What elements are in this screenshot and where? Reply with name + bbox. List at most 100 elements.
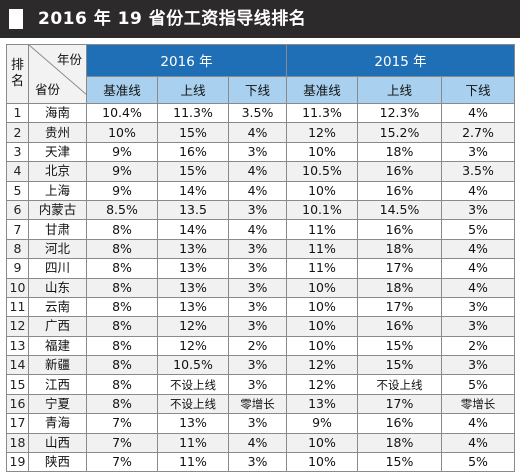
table-row: 9 四川 8% 13% 3% 11% 17% 4% [6, 258, 515, 279]
rank-cell: 10 [6, 277, 29, 298]
base-2016-cell: 8% [86, 355, 158, 376]
rank-cell: 17 [6, 413, 29, 434]
lower-2015-cell: 2% [441, 335, 515, 357]
base-2015-cell: 13% [286, 393, 358, 415]
rank-cell: 13 [6, 335, 29, 357]
lower-2016-cell: 3% [228, 277, 287, 298]
rank-cell: 19 [6, 452, 29, 472]
rank-cell: 5 [6, 180, 29, 201]
base-2015-cell: 11% [286, 238, 358, 260]
base-2015-cell: 10% [286, 432, 358, 454]
lower-2016-cell: 4% [228, 122, 287, 143]
base-2015-cell: 10% [286, 180, 358, 201]
upper-2015-cell: 16% [357, 161, 442, 182]
lower-2016-cell: 3.5% [228, 102, 287, 124]
col-lower-2016: 下线 [228, 75, 287, 105]
table-body: 1 海南 10.4% 11.3% 3.5% 11.3% 12.3% 4% 2 贵州 10% 15% 4%… [6, 102, 515, 472]
upper-2015-cell: 17% [357, 296, 442, 318]
lower-2015-cell: 4% [441, 432, 515, 454]
base-2015-cell: 10% [286, 335, 358, 357]
lower-2015-cell: 5% [441, 219, 515, 240]
base-2015-cell: 10.5% [286, 161, 358, 182]
upper-2016-cell: 13% [157, 258, 229, 279]
base-2015-cell: 10% [286, 277, 358, 298]
upper-2015-cell: 16% [357, 180, 442, 201]
province-cell: 宁夏 [28, 393, 87, 415]
lower-2015-cell: 3% [441, 141, 515, 163]
province-cell: 海南 [28, 102, 87, 124]
upper-2015-cell: 15.2% [357, 122, 442, 143]
title-bar: 2016 年 19 省份工资指导线排名 [0, 0, 520, 38]
upper-2015-cell: 12.3% [357, 102, 442, 124]
base-2016-cell: 8% [86, 219, 158, 240]
table-row: 4 北京 9% 15% 4% 10.5% 16% 3.5% [6, 161, 515, 182]
table-row: 12 广西 8% 12% 3% 10% 16% 3% [6, 316, 515, 337]
base-2016-cell: 8% [86, 374, 158, 395]
base-2016-cell: 10% [86, 122, 158, 143]
lower-2015-cell: 5% [441, 374, 515, 395]
lower-2016-cell: 3% [228, 413, 287, 434]
province-cell: 云南 [28, 296, 87, 318]
base-2016-cell: 8% [86, 277, 158, 298]
table-row: 8 河北 8% 13% 3% 11% 18% 4% [6, 238, 515, 260]
lower-2016-cell: 3% [228, 452, 287, 472]
province-cell: 甘肃 [28, 219, 87, 240]
province-cell: 河北 [28, 238, 87, 260]
upper-2015-cell: 18% [357, 277, 442, 298]
base-2016-cell: 8% [86, 335, 158, 357]
rank-cell: 15 [6, 374, 29, 395]
lower-2016-cell: 3% [228, 199, 287, 221]
rank-cell: 16 [6, 393, 29, 415]
lower-2016-cell: 4% [228, 161, 287, 182]
rank-header-top: 排 [10, 58, 24, 73]
lower-2016-cell: 4% [228, 219, 287, 240]
base-2015-cell: 11.3% [286, 102, 358, 124]
lower-2015-cell: 2.7% [441, 122, 515, 143]
upper-2015-cell: 17% [357, 258, 442, 279]
base-2015-cell: 10% [286, 452, 358, 472]
lower-2016-cell: 2% [228, 335, 287, 357]
col-base-2015: 基准线 [286, 75, 358, 105]
upper-2015-cell: 18% [357, 432, 442, 454]
province-cell: 广西 [28, 316, 87, 337]
diagonal-header-cell: 年份 省份 [28, 44, 87, 104]
upper-2015-cell: 17% [357, 393, 442, 415]
lower-2016-cell: 4% [228, 180, 287, 201]
base-2016-cell: 8% [86, 393, 158, 415]
table-row: 13 福建 8% 12% 2% 10% 15% 2% [6, 335, 515, 357]
table-row: 5 上海 9% 14% 4% 10% 16% 4% [6, 180, 515, 201]
rank-cell: 1 [6, 102, 29, 124]
upper-2015-cell: 15% [357, 335, 442, 357]
upper-2016-cell: 13% [157, 413, 229, 434]
upper-2015-cell: 15% [357, 452, 442, 472]
rank-cell: 4 [6, 161, 29, 182]
rank-cell: 8 [6, 238, 29, 260]
base-2016-cell: 8% [86, 316, 158, 337]
upper-2015-cell: 15% [357, 355, 442, 376]
lower-2015-cell: 3% [441, 316, 515, 337]
base-2015-cell: 11% [286, 219, 358, 240]
table-row: 7 甘肃 8% 14% 4% 11% 16% 5% [6, 219, 515, 240]
base-2016-cell: 9% [86, 161, 158, 182]
table-row: 10 山东 8% 13% 3% 10% 18% 4% [6, 277, 515, 298]
upper-2016-cell: 13% [157, 277, 229, 298]
upper-2016-cell: 11% [157, 432, 229, 454]
upper-2016-cell: 不设上线 [157, 393, 229, 415]
table-row: 17 青海 7% 13% 3% 9% 16% 4% [6, 413, 515, 434]
rank-cell: 9 [6, 258, 29, 279]
table-row: 2 贵州 10% 15% 4% 12% 15.2% 2.7% [6, 122, 515, 143]
province-cell: 山西 [28, 432, 87, 454]
rank-cell: 14 [6, 355, 29, 376]
lower-2016-cell: 3% [228, 141, 287, 163]
lower-2015-cell: 4% [441, 102, 515, 124]
upper-2016-cell: 14% [157, 219, 229, 240]
base-2016-cell: 9% [86, 180, 158, 201]
lower-2015-cell: 4% [441, 238, 515, 260]
table-row: 16 宁夏 8% 不设上线 零增长 13% 17% 零增长 [6, 393, 515, 415]
province-cell: 天津 [28, 141, 87, 163]
base-2016-cell: 8% [86, 258, 158, 279]
upper-2015-cell: 16% [357, 316, 442, 337]
table-row: 19 陕西 7% 11% 3% 10% 15% 5% [6, 452, 515, 472]
table-row: 11 云南 8% 13% 3% 10% 17% 3% [6, 296, 515, 318]
base-2015-cell: 11% [286, 258, 358, 279]
